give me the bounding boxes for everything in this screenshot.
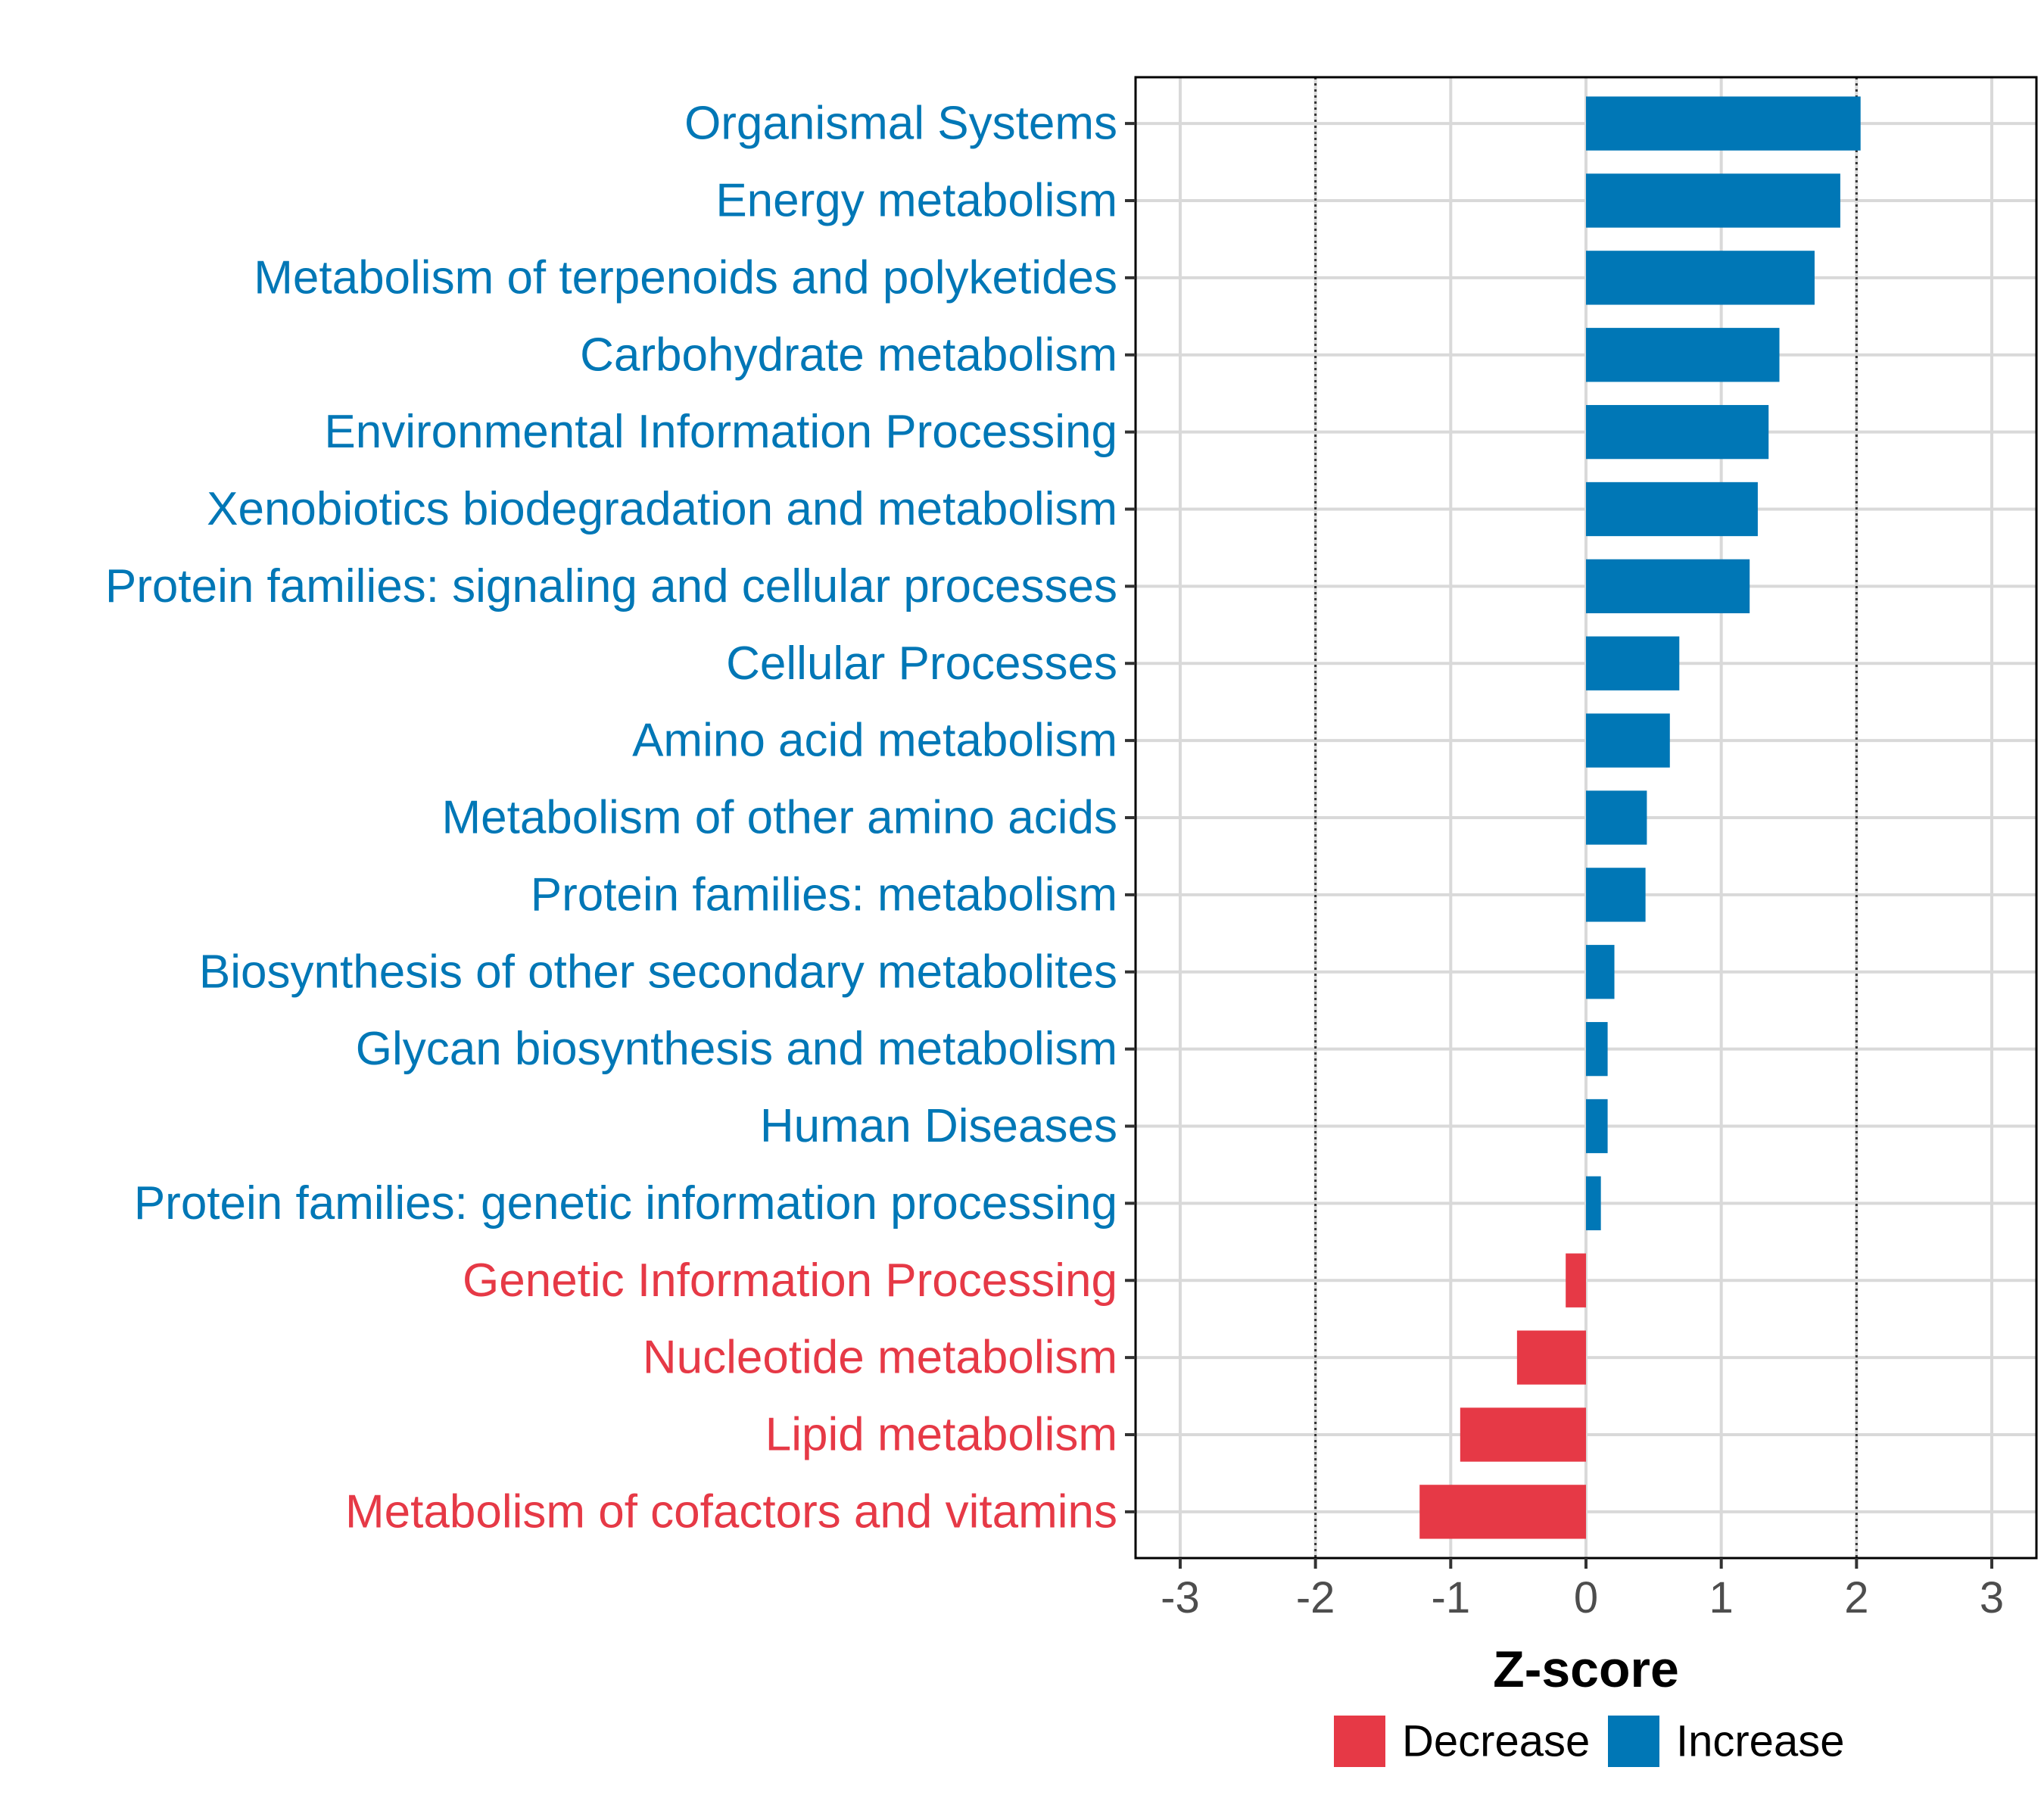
bar-energy-metabolism	[1586, 173, 1840, 228]
bar-amino-acid-metabolism	[1586, 713, 1670, 768]
bar-protein-families-signaling-and-cellular-processes	[1586, 559, 1750, 614]
category-label: Protein families: metabolism	[531, 868, 1117, 921]
category-label: Metabolism of cofactors and vitamins	[345, 1485, 1117, 1538]
bar-carbohydrate-metabolism	[1586, 328, 1780, 382]
category-label: Environmental Information Processing	[324, 406, 1117, 458]
legend-label-increase: Increase	[1676, 1717, 1844, 1766]
legend-swatch-decrease	[1334, 1716, 1385, 1767]
legend-swatch-increase	[1608, 1716, 1659, 1767]
x-axis: -3 -2 -1 0 1 2 3	[1161, 1558, 2004, 1622]
category-label: Metabolism of terpenoids and polyketides	[254, 251, 1117, 304]
bar-metabolism-of-cofactors-and-vitamins	[1419, 1485, 1586, 1539]
category-label: Organismal Systems	[684, 98, 1117, 150]
x-tick-label: 0	[1574, 1573, 1598, 1622]
bar-genetic-information-processing	[1566, 1253, 1586, 1307]
bar-nucleotide-metabolism	[1516, 1330, 1586, 1385]
category-label: Genetic Information Processing	[463, 1254, 1117, 1307]
y-axis: Organismal Systems Energy metabolism Metab…	[105, 98, 1136, 1538]
x-tick-label: 1	[1709, 1573, 1734, 1622]
category-label: Lipid metabolism	[765, 1409, 1117, 1461]
x-tick-label: 3	[1980, 1573, 2004, 1622]
category-label: Xenobiotics biodegradation and metabolis…	[207, 483, 1117, 535]
bar-glycan-biosynthesis-and-metabolism	[1586, 1021, 1608, 1077]
x-axis-title: Z-score	[1493, 1641, 1679, 1698]
bars	[1419, 96, 1861, 1539]
category-label: Biosynthesis of other secondary metaboli…	[199, 946, 1117, 998]
category-label: Protein families: signaling and cellular…	[105, 560, 1117, 612]
category-label: Human Diseases	[760, 1100, 1117, 1152]
bar-biosynthesis-of-other-secondary-metabolites	[1586, 945, 1615, 999]
category-label: Protein families: genetic information pr…	[134, 1177, 1117, 1230]
bar-metabolism-of-terpenoids-and-polyketides	[1586, 251, 1815, 305]
legend: Decrease Increase	[1334, 1716, 1844, 1767]
bar-protein-families-metabolism	[1586, 868, 1646, 922]
category-label: Cellular Processes	[726, 637, 1117, 690]
category-label: Metabolism of other amino acids	[441, 792, 1117, 844]
x-tick-label: -3	[1161, 1573, 1200, 1622]
bar-lipid-metabolism	[1460, 1407, 1586, 1462]
bar-organismal-systems	[1586, 96, 1861, 151]
category-label: Carbohydrate metabolism	[580, 329, 1117, 381]
bar-xenobiotics-biodegradation-and-metabolism	[1586, 482, 1758, 537]
legend-label-decrease: Decrease	[1402, 1717, 1590, 1766]
category-label: Amino acid metabolism	[632, 715, 1117, 767]
bar-metabolism-of-other-amino-acids	[1586, 790, 1647, 845]
category-label: Nucleotide metabolism	[643, 1332, 1117, 1384]
x-tick-label: 2	[1844, 1573, 1868, 1622]
x-tick-label: -1	[1432, 1573, 1471, 1622]
bar-protein-families-genetic-information-processing	[1586, 1176, 1601, 1231]
category-label: Glycan biosynthesis and metabolism	[356, 1023, 1117, 1075]
bar-human-diseases	[1586, 1099, 1608, 1154]
category-label: Energy metabolism	[715, 175, 1117, 227]
bar-cellular-processes	[1586, 636, 1680, 690]
bar-environmental-information-processing	[1586, 404, 1769, 460]
x-tick-label: -2	[1296, 1573, 1335, 1622]
